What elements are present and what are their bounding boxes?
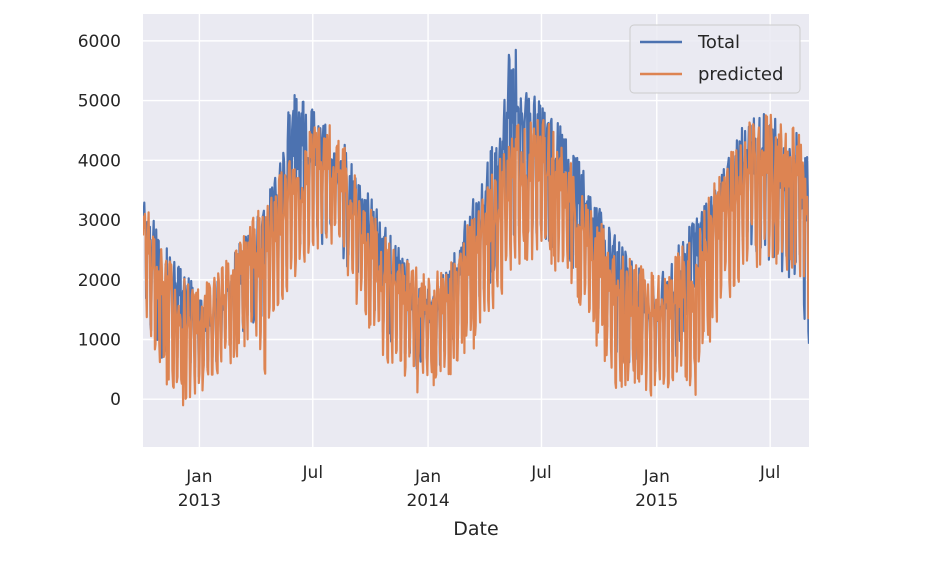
series-layer — [143, 48, 809, 407]
x-tick-label: Jan — [185, 467, 212, 487]
x-tick-sublabel: 2015 — [635, 491, 678, 511]
x-tick-label: Jan — [414, 467, 441, 487]
x-axis-ticks: Jan 2013 Jul Jan 2014 Jul Jan 2015 Jul — [178, 463, 781, 511]
legend-label-total: Total — [697, 32, 740, 53]
y-tick-label: 6000 — [78, 32, 121, 52]
series-line-predicted — [143, 113, 809, 407]
y-tick-label: 3000 — [78, 211, 121, 231]
y-tick-label: 0 — [110, 390, 121, 410]
y-axis-ticks: 0 1000 2000 3000 4000 5000 6000 — [78, 32, 121, 410]
x-tick-sublabel: 2014 — [406, 491, 449, 511]
legend-label-predicted: predicted — [698, 64, 783, 85]
x-tick-label: Jan — [643, 467, 670, 487]
y-tick-label: 2000 — [78, 271, 121, 291]
y-tick-label: 4000 — [78, 151, 121, 171]
x-tick-label: Jul — [530, 463, 552, 483]
x-axis-label: Date — [453, 518, 498, 540]
legend: Total predicted — [629, 24, 801, 94]
y-tick-label: 5000 — [78, 92, 121, 112]
x-tick-sublabel: 2013 — [178, 491, 221, 511]
x-tick-label: Jul — [302, 463, 324, 483]
y-tick-label: 1000 — [78, 330, 121, 350]
x-tick-label: Jul — [759, 463, 781, 483]
